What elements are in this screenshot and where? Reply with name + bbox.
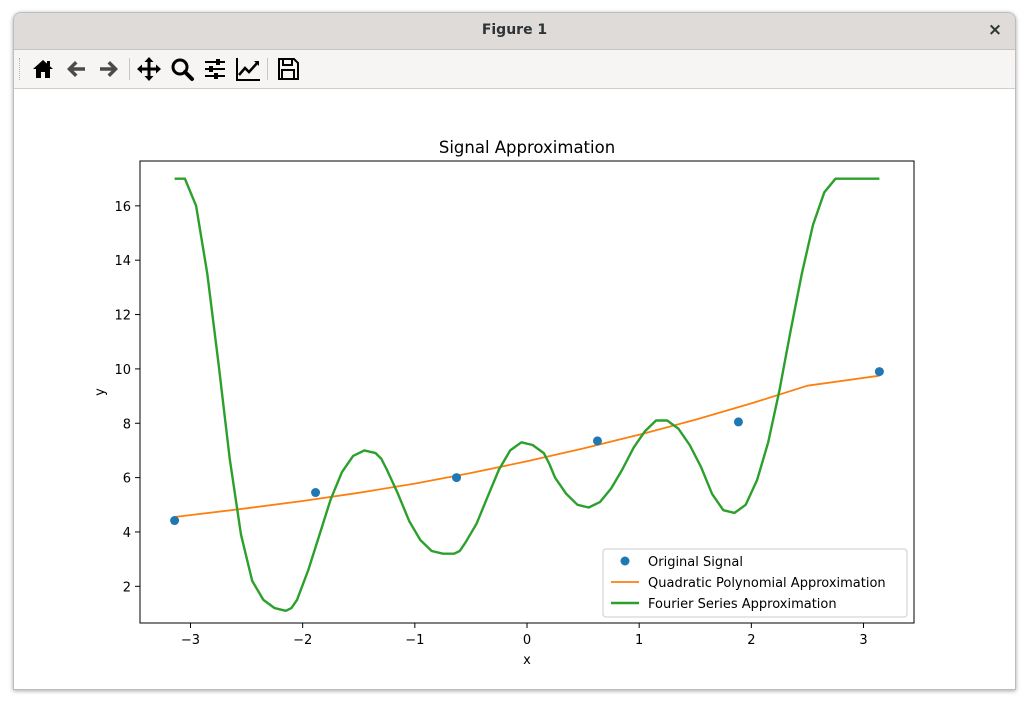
pan-icon (137, 57, 161, 81)
toolbar-separator (129, 58, 130, 80)
zoom-icon (171, 58, 194, 81)
pan-button[interactable] (135, 55, 163, 83)
save-button[interactable] (274, 55, 302, 83)
data-point (733, 417, 743, 427)
y-tick-label: 6 (123, 472, 131, 487)
x-tick-label: −3 (181, 633, 200, 648)
chart-title: Signal Approximation (439, 138, 615, 157)
plot-area: Signal Approximation−3 −2 −1 0 1 2 32468101214… (93, 138, 915, 668)
x-tick-label: 0 (523, 633, 531, 648)
back-button[interactable] (62, 55, 90, 83)
home-button[interactable] (29, 55, 57, 83)
close-button[interactable]: × (987, 20, 1003, 40)
y-tick-label: 4 (123, 526, 131, 541)
y-axis-label: y (93, 388, 108, 396)
legend-marker (620, 556, 630, 566)
x-tick-label: −1 (405, 633, 424, 648)
data-point (592, 436, 602, 446)
figure-window: Figure 1 × (13, 12, 1016, 690)
y-tick-label: 12 (114, 309, 131, 324)
series-line-2 (174, 177, 880, 612)
toolbar-separator (267, 58, 268, 80)
series-line-1 (174, 374, 880, 518)
x-tick-label: 2 (747, 633, 755, 648)
title-bar: Figure 1 × (14, 13, 1015, 50)
window-title: Figure 1 (481, 22, 548, 38)
back-icon (67, 61, 85, 77)
edit-axis-button[interactable] (234, 55, 262, 83)
configure-subplots-icon (205, 59, 225, 79)
data-point (452, 473, 462, 483)
zoom-button[interactable] (168, 55, 196, 83)
legend-entry-label: Original Signal (648, 555, 743, 570)
figure-canvas[interactable]: Signal Approximation −3 −2 −1 0 1 2 3 2 4 6 8 10 12 14… (14, 89, 1015, 689)
toolbar (14, 50, 1015, 89)
x-tick-label: 1 (635, 633, 643, 648)
y-tick-label: 8 (123, 417, 131, 432)
legend-entry-label: Fourier Series Approximation (648, 597, 837, 612)
forward-button[interactable] (95, 55, 123, 83)
edit-axis-icon (236, 58, 260, 81)
x-tick-label: −2 (293, 633, 312, 648)
legend-entry-label: Quadratic Polynomial Approximation (648, 576, 886, 591)
data-point (311, 488, 321, 498)
data-point (170, 516, 180, 526)
y-tick-label: 16 (114, 200, 131, 215)
save-icon (278, 58, 299, 80)
y-tick-label: 2 (123, 580, 131, 595)
forward-icon (100, 61, 118, 77)
y-tick-label: 10 (114, 363, 131, 378)
legend-box (602, 548, 908, 618)
x-tick-label: 3 (859, 633, 867, 648)
x-axis-label: x (523, 653, 531, 668)
data-point (874, 367, 884, 377)
configure-subplots-button[interactable] (201, 55, 229, 83)
toolbar-grip (19, 58, 23, 80)
y-tick-label: 14 (114, 254, 131, 269)
home-icon (33, 60, 53, 78)
